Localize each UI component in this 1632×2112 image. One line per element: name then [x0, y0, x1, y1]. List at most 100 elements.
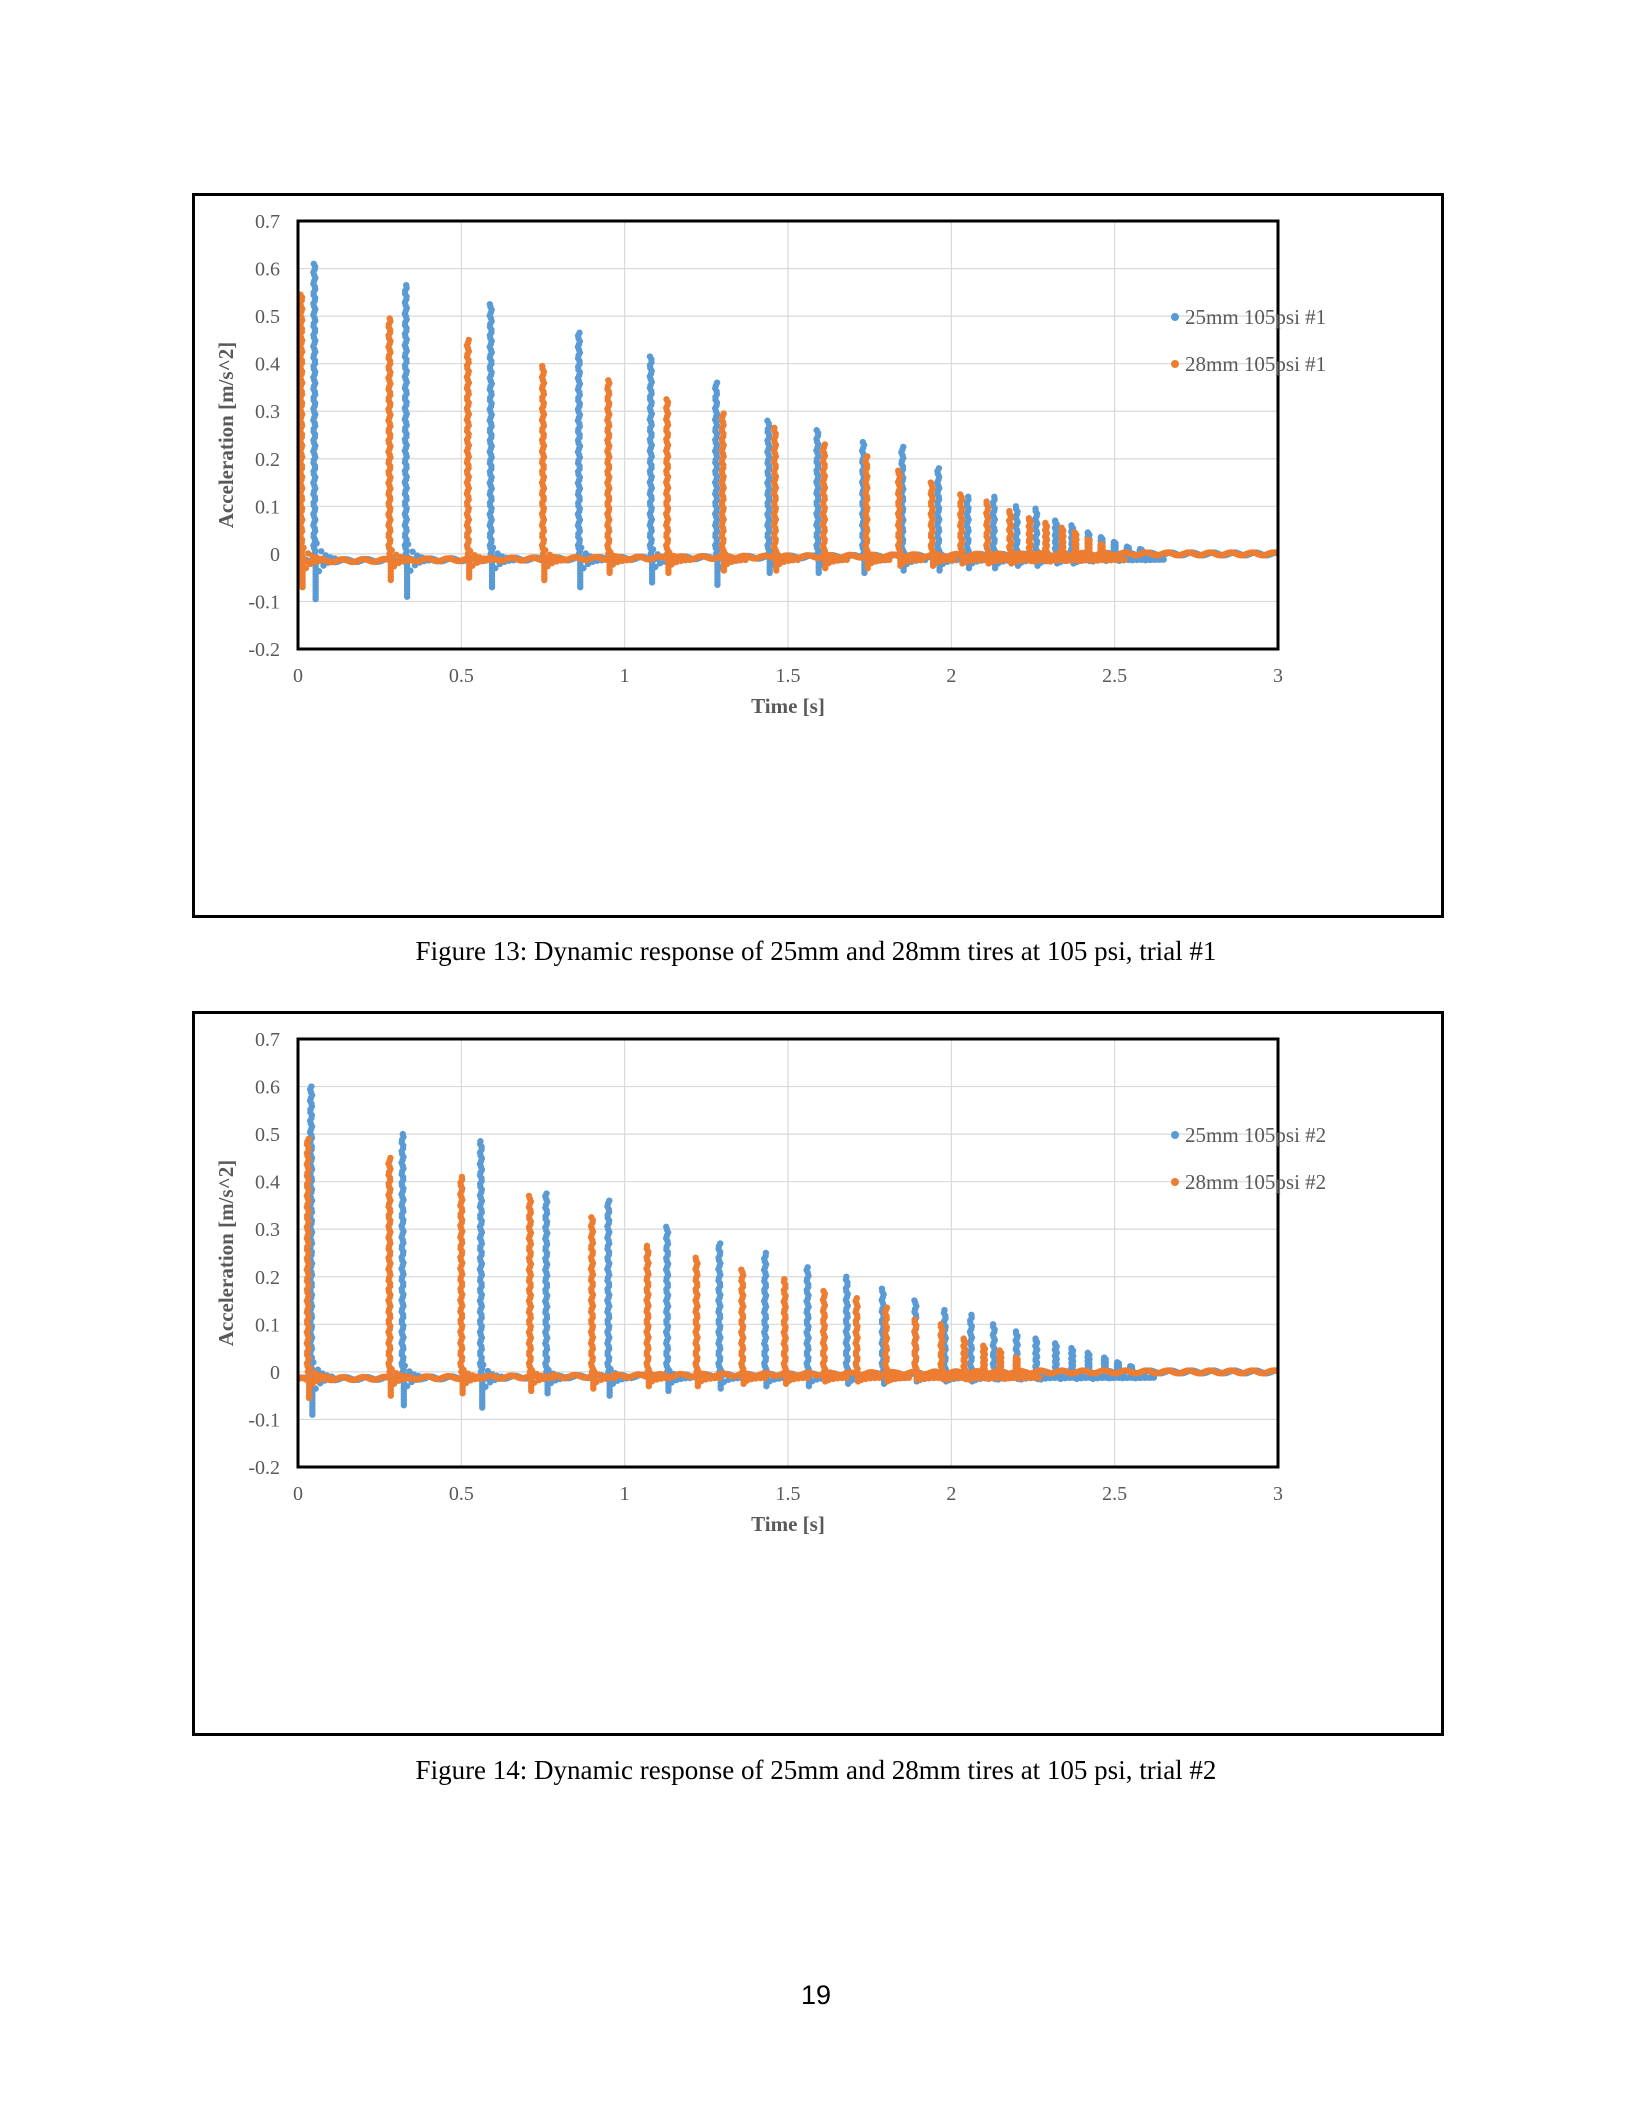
y-tick-label: 0.4: [255, 1172, 280, 1194]
data-point: [717, 1240, 724, 1247]
data-point: [742, 556, 749, 564]
data-point: [648, 579, 656, 586]
data-point: [539, 362, 546, 370]
data-point: [606, 569, 613, 577]
data-point: [843, 556, 850, 564]
data-point: [477, 1138, 484, 1145]
data-point: [320, 556, 328, 564]
data-point: [895, 467, 902, 474]
tick-labels: 0.70.60.50.40.30.20.10-0.1-0.20 0.5 1 1.5 2 2…: [248, 1029, 1283, 1505]
data-point: [861, 569, 868, 577]
data-point: [543, 1190, 550, 1197]
spike: [463, 336, 494, 581]
data-point: [465, 336, 473, 344]
data-point: [489, 544, 497, 551]
data-point: [774, 550, 781, 557]
y-tick-label: 0.3: [255, 1219, 280, 1241]
data-point: [403, 282, 410, 289]
data-point: [991, 493, 998, 501]
y-axis-label: Acceleration [m/s^2]: [214, 342, 238, 529]
spike: [574, 329, 605, 591]
data-point: [714, 581, 721, 588]
data-point: [577, 583, 584, 591]
data-point: [822, 564, 829, 572]
data-point: [404, 541, 412, 548]
spike: [711, 379, 743, 588]
data-point: [299, 583, 306, 591]
data-point: [771, 424, 778, 432]
spike: [770, 424, 801, 574]
y-tick-label: 0: [270, 544, 280, 566]
data-point: [469, 562, 476, 569]
spike: [310, 260, 341, 603]
x-tick-label: 2: [946, 1483, 956, 1505]
data-point: [578, 544, 585, 551]
data-point: [804, 1264, 811, 1271]
data-point: [1084, 536, 1092, 543]
data-point: [717, 1385, 724, 1392]
data-point: [492, 564, 499, 572]
legend-marker: [1171, 313, 1179, 321]
y-tick-label: 0.7: [255, 211, 280, 233]
data-point: [864, 453, 871, 460]
data-point: [482, 1383, 489, 1390]
spike: [1084, 536, 1115, 565]
data-point: [628, 556, 635, 564]
data-point: [843, 1273, 850, 1280]
data-point: [878, 1285, 886, 1292]
spike: [715, 1240, 746, 1392]
y-tick-label: 0.6: [255, 259, 280, 281]
spike: [662, 396, 694, 577]
x-tick-label: 0: [293, 665, 303, 687]
data-point: [1042, 519, 1049, 527]
data-point: [951, 556, 958, 564]
chart-figure-13: 0.7 0.6 0.5 0.4 0.3 0.2 0.1 0 -0.1 -0.2 0 0.5 1 1.5 2 2…: [192, 193, 1444, 918]
spike: [476, 1138, 507, 1411]
y-tick-label: 0.2: [255, 1267, 280, 1289]
data-point: [320, 562, 327, 569]
chart-figure-14: 0.7 0.6 0.5 0.4 0.3 0.2 0.1 0 -0.1 -0.2 0 0.5 1 1.5 2 2…: [192, 1011, 1444, 1736]
data-point: [488, 583, 496, 591]
data-point: [927, 479, 934, 486]
data-point: [764, 417, 771, 424]
spike: [819, 441, 850, 572]
y-axis-label: Acceleration [m/s^2]: [214, 1160, 238, 1347]
series-28mm-105psi-1: [298, 291, 1278, 591]
data-point: [542, 547, 549, 554]
data-point: [607, 1365, 614, 1373]
data-point: [763, 1382, 770, 1390]
data-point: [466, 547, 474, 555]
data-point: [662, 1223, 670, 1231]
data-point: [773, 567, 780, 574]
data-point: [686, 556, 694, 564]
data-point: [544, 1390, 551, 1397]
data-point: [1058, 524, 1065, 531]
spike: [604, 1197, 635, 1399]
legend-marker: [1171, 360, 1179, 368]
data-point: [486, 301, 494, 308]
spike: [604, 377, 635, 577]
x-tick-label: 1: [620, 1483, 630, 1505]
data-point: [465, 574, 473, 581]
data-point: [609, 1380, 617, 1387]
spike: [662, 1223, 694, 1395]
data-point: [1012, 503, 1020, 510]
data-point: [665, 1387, 672, 1395]
y-tick-label: 0.3: [255, 401, 280, 423]
data-point: [387, 576, 394, 584]
spike: [646, 353, 677, 586]
data-point: [403, 1382, 411, 1390]
data-point: [606, 1392, 613, 1399]
y-tick-label: -0.1: [248, 1409, 280, 1431]
x-axis-label: Time [s]: [751, 1512, 825, 1536]
data-point: [479, 1404, 486, 1411]
spike: [401, 282, 432, 600]
spike: [718, 410, 749, 574]
data-point: [813, 427, 820, 434]
data-point: [313, 540, 320, 547]
data-point: [1121, 556, 1128, 563]
tick-labels: 0.70.60.50.40.30.20.10-0.1-0.20 0.5 1 1.5 2 2…: [248, 211, 1283, 687]
y-tick-label: 0.5: [255, 306, 280, 328]
data-point: [606, 1197, 613, 1204]
data-point: [399, 1130, 406, 1138]
